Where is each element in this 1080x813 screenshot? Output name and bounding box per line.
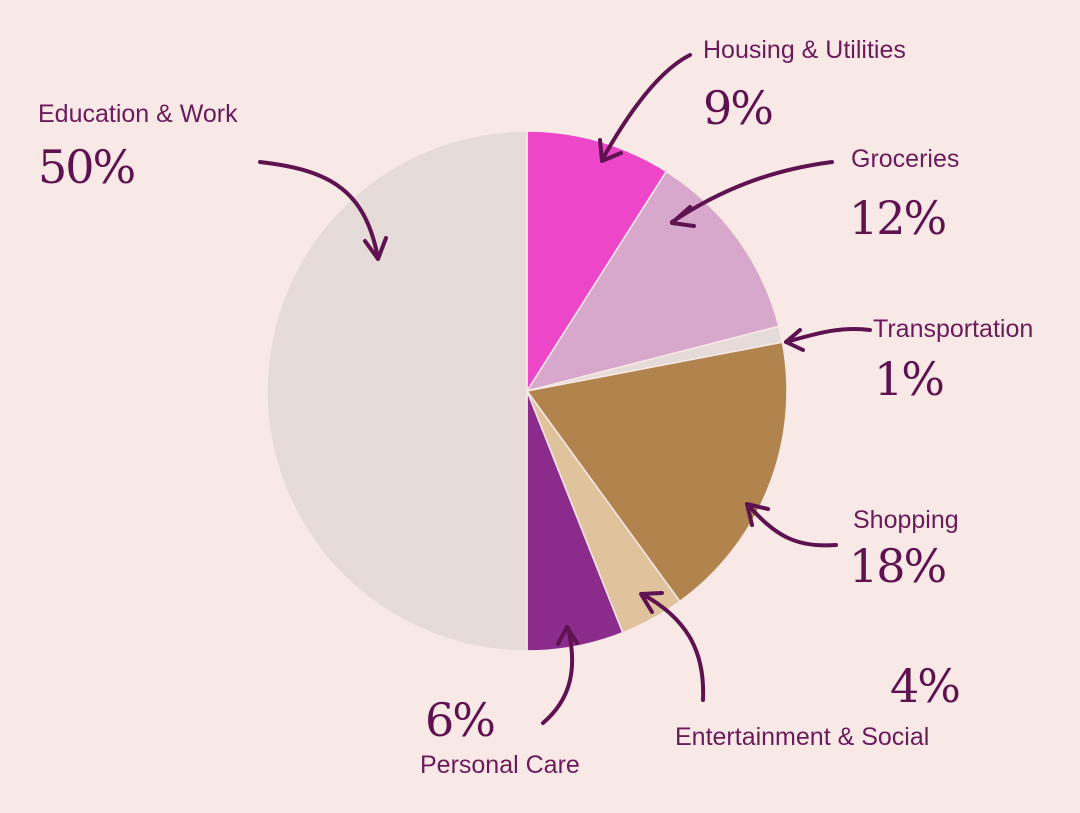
label-entertainment-name: Entertainment & Social (675, 723, 929, 751)
arrow-personal-care (541, 625, 579, 725)
label-shopping-pct: 18% (849, 539, 946, 593)
label-education-name: Education & Work (38, 100, 238, 128)
arrow-shopping (745, 502, 838, 548)
label-transportation-name: Transportation (873, 315, 1033, 343)
label-personal-care-pct: 6% (425, 693, 494, 747)
label-housing-name: Housing & Utilities (703, 36, 906, 64)
arrow-groceries (670, 160, 834, 228)
pie-slices (266, 130, 788, 652)
arrow-education (258, 160, 388, 261)
arrow-transportation (784, 326, 872, 352)
label-transportation-pct: 1% (874, 352, 943, 406)
annotation-arrows (258, 53, 872, 725)
pie-slice-education-work (266, 130, 528, 652)
label-entertainment-pct: 4% (890, 659, 959, 713)
label-groceries-name: Groceries (851, 145, 959, 173)
arrow-housing (598, 53, 692, 163)
label-shopping-name: Shopping (853, 506, 959, 534)
arrow-entertainment (639, 591, 706, 702)
label-groceries-pct: 12% (849, 191, 946, 245)
pie-slice-groceries (525, 170, 780, 393)
label-housing-pct: 9% (703, 81, 772, 135)
label-personal-care-name: Personal Care (420, 751, 580, 779)
label-education-pct: 50% (38, 140, 135, 194)
pie-slice-shopping (525, 341, 788, 603)
slice-labels: Housing & Utilities 9% Groceries 12% Tra… (38, 36, 1033, 779)
